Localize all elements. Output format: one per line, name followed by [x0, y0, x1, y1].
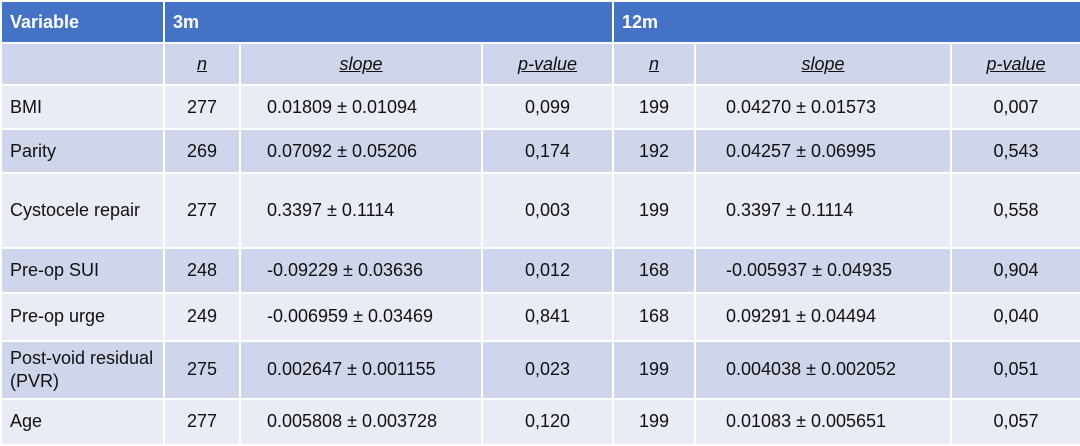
row-pvalue-12m: 0,558 [950, 172, 1080, 249]
row-n-12m: 192 [612, 128, 697, 175]
row-variable: BMI [0, 84, 165, 131]
row-n-3m: 275 [163, 339, 241, 400]
row-n-3m: 249 [163, 291, 241, 342]
row-n-12m: 168 [612, 291, 697, 342]
row-n-12m: 199 [612, 84, 697, 131]
header-group-3m: 3m [162, 0, 615, 45]
table-row: Age 277 0.005808 ± 0.003728 0,120 199 0.… [0, 397, 1080, 446]
subheader-pvalue-3m: p-value [480, 42, 615, 87]
row-n-3m: 277 [163, 84, 241, 131]
row-slope-3m: 0.002647 ± 0.001155 [239, 339, 483, 400]
table-row: Pre-op SUI 248 -0.09229 ± 0.03636 0,012 … [0, 246, 1080, 294]
row-variable: Cystocele repair [0, 172, 165, 249]
table-header-row: Variable 3m 12m [0, 0, 1080, 45]
row-slope-12m: 0.01083 ± 0.005651 [694, 397, 953, 446]
row-pvalue-3m: 0,174 [480, 128, 615, 175]
table-row: Post-void residual (PVR) 275 0.002647 ± … [0, 339, 1080, 400]
row-n-3m: 277 [163, 397, 241, 446]
row-slope-3m: -0.09229 ± 0.03636 [239, 246, 483, 294]
table-subheader-row: n slope p-value n slope p-value [0, 42, 1080, 87]
row-n-12m: 168 [612, 246, 697, 294]
row-slope-12m: -0.005937 ± 0.04935 [694, 246, 953, 294]
subheader-slope-3m: slope [239, 42, 483, 87]
row-n-3m: 248 [163, 246, 241, 294]
row-pvalue-3m: 0,099 [480, 84, 615, 131]
table-row: BMI 277 0.01809 ± 0.01094 0,099 199 0.04… [0, 84, 1080, 131]
header-group-12m: 12m [612, 0, 1080, 45]
row-pvalue-3m: 0,012 [480, 246, 615, 294]
row-pvalue-12m: 0,057 [950, 397, 1080, 446]
row-pvalue-12m: 0,007 [950, 84, 1080, 131]
row-n-12m: 199 [612, 397, 697, 446]
subheader-n-3m: n [163, 42, 241, 87]
row-slope-12m: 0.3397 ± 0.1114 [694, 172, 953, 249]
row-n-12m: 199 [612, 339, 697, 400]
subheader-empty [0, 42, 165, 87]
row-slope-3m: -0.006959 ± 0.03469 [239, 291, 483, 342]
row-slope-3m: 0.3397 ± 0.1114 [239, 172, 483, 249]
row-n-3m: 269 [163, 128, 241, 175]
table-row: Pre-op urge 249 -0.006959 ± 0.03469 0,84… [0, 291, 1080, 342]
subheader-n-12m: n [612, 42, 697, 87]
header-variable: Variable [0, 0, 165, 45]
row-variable: Pre-op SUI [0, 246, 165, 294]
row-pvalue-3m: 0,120 [480, 397, 615, 446]
row-pvalue-12m: 0,051 [950, 339, 1080, 400]
row-slope-12m: 0.004038 ± 0.002052 [694, 339, 953, 400]
subheader-pvalue-12m: p-value [950, 42, 1080, 87]
row-pvalue-3m: 0,023 [480, 339, 615, 400]
row-slope-12m: 0.04270 ± 0.01573 [694, 84, 953, 131]
table-row: Cystocele repair 277 0.3397 ± 0.1114 0,0… [0, 172, 1080, 249]
subheader-slope-12m: slope [694, 42, 953, 87]
row-variable: Pre-op urge [0, 291, 165, 342]
row-slope-3m: 0.01809 ± 0.01094 [239, 84, 483, 131]
row-variable: Age [0, 397, 165, 446]
row-pvalue-3m: 0,841 [480, 291, 615, 342]
row-variable: Parity [0, 128, 165, 175]
row-variable: Post-void residual (PVR) [0, 339, 165, 400]
row-slope-3m: 0.07092 ± 0.05206 [239, 128, 483, 175]
row-slope-12m: 0.04257 ± 0.06995 [694, 128, 953, 175]
table-row: Parity 269 0.07092 ± 0.05206 0,174 192 0… [0, 128, 1080, 175]
row-pvalue-12m: 0,904 [950, 246, 1080, 294]
row-slope-3m: 0.005808 ± 0.003728 [239, 397, 483, 446]
row-pvalue-3m: 0,003 [480, 172, 615, 249]
row-n-3m: 277 [163, 172, 241, 249]
row-pvalue-12m: 0,040 [950, 291, 1080, 342]
row-slope-12m: 0.09291 ± 0.04494 [694, 291, 953, 342]
row-pvalue-12m: 0,543 [950, 128, 1080, 175]
row-n-12m: 199 [612, 172, 697, 249]
